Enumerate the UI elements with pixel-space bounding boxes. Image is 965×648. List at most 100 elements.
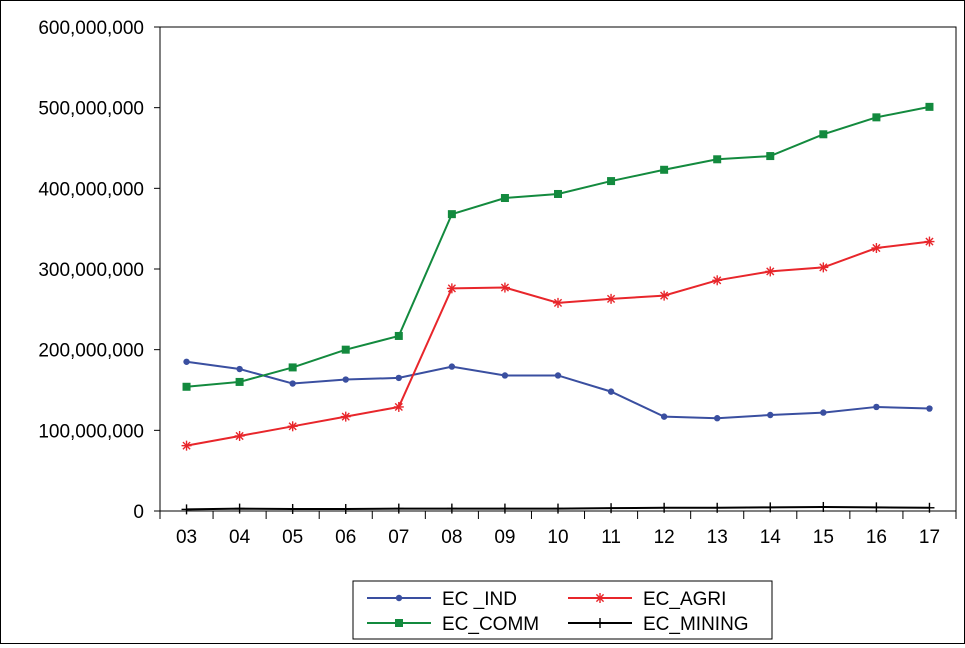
data-point-ec-agri	[181, 440, 192, 451]
x-tick-label: 09	[494, 527, 515, 548]
data-point-ec-ind	[183, 358, 190, 365]
data-point-ec-mining	[181, 504, 192, 515]
data-point-ec-agri	[287, 421, 298, 432]
series-line-ec-comm	[186, 105, 930, 388]
series-ec-agri	[181, 236, 935, 451]
data-point-ec-agri	[765, 266, 776, 277]
data-point-ec-ind	[236, 365, 243, 373]
y-tick-label: 200,000,000	[38, 341, 144, 362]
data-point-ec-agri	[234, 430, 245, 441]
legend-marker	[395, 594, 403, 602]
data-point-ec-comm	[288, 363, 297, 372]
data-point-ec-ind	[926, 405, 933, 412]
data-point-ec-ind	[873, 403, 880, 411]
legend-item: EC _IND	[367, 589, 517, 610]
data-point-ec-comm	[713, 155, 722, 164]
data-point-ec-comm	[447, 210, 456, 219]
data-point-ec-comm	[766, 152, 775, 161]
data-point-ec-agri	[393, 401, 404, 412]
data-point-ec-ind	[820, 409, 827, 416]
data-point-ec-mining	[553, 503, 563, 514]
data-point-ec-mining	[393, 503, 404, 514]
data-point-ec-ind	[660, 413, 668, 420]
data-point-ec-mining	[606, 503, 617, 514]
data-point-ec-agri	[924, 236, 935, 247]
data-point-ec-mining	[871, 502, 882, 513]
data-point-ec-mining	[287, 503, 298, 514]
x-tick-label: 04	[229, 527, 251, 548]
data-point-ec-agri	[659, 290, 670, 301]
x-tick-label: 11	[601, 527, 621, 548]
data-point-ec-mining	[765, 502, 776, 513]
data-point-ec-comm	[235, 377, 244, 386]
legend-marker	[595, 593, 605, 603]
legend-item: EC_COMM	[367, 614, 539, 635]
data-point-ec-ind	[767, 411, 774, 419]
data-point-ec-mining	[818, 501, 829, 512]
data-point-ec-comm	[182, 382, 191, 391]
data-point-ec-agri	[340, 411, 351, 422]
data-point-ec-comm	[819, 130, 828, 139]
data-point-ec-mining	[446, 503, 457, 514]
data-point-ec-mining	[924, 502, 935, 513]
series-line-ec-agri	[186, 240, 930, 447]
y-tick-label: 300,000,000	[38, 260, 144, 281]
legend-marker	[595, 618, 605, 628]
x-tick-label: 07	[388, 527, 409, 548]
data-point-ec-ind	[289, 380, 296, 387]
y-tick-label: 0	[133, 502, 144, 523]
data-point-ec-comm	[554, 189, 562, 198]
data-point-ec-comm	[872, 113, 881, 122]
legend-label: EC_AGRI	[643, 589, 726, 610]
data-point-ec-comm	[925, 102, 934, 111]
data-point-ec-mining	[499, 503, 510, 514]
x-tick-label: 14	[760, 527, 782, 548]
data-point-ec-agri	[499, 282, 510, 293]
series-line-ec-ind	[186, 360, 930, 420]
data-point-ec-comm	[607, 177, 616, 186]
data-point-ec-ind	[554, 372, 562, 379]
x-tick-label: 08	[441, 527, 462, 548]
data-point-ec-agri	[871, 243, 882, 254]
data-point-ec-ind	[342, 376, 349, 383]
data-point-ec-ind	[714, 415, 721, 422]
data-point-ec-comm	[500, 194, 509, 203]
y-tick-label: 500,000,000	[38, 99, 144, 120]
x-tick-label: 03	[176, 527, 197, 548]
legend-label: EC_COMM	[442, 614, 539, 635]
data-point-ec-mining	[659, 502, 670, 513]
legend-label: EC_MINING	[643, 614, 749, 635]
series-ec-ind	[183, 358, 933, 422]
y-tick-label: 400,000,000	[38, 179, 144, 200]
data-point-ec-comm	[341, 345, 350, 354]
data-point-ec-mining	[234, 503, 245, 514]
data-point-ec-agri	[553, 297, 563, 308]
data-point-ec-agri	[606, 293, 617, 304]
data-point-ec-ind	[501, 372, 509, 379]
x-tick-label: 17	[919, 527, 940, 548]
legend: EC _IND EC_AGRI EC_COMM EC_MINING	[352, 580, 773, 640]
data-point-ec-ind	[448, 363, 456, 370]
x-tick-label: 06	[335, 527, 356, 548]
data-point-ec-ind	[607, 388, 615, 395]
data-point-ec-comm	[394, 331, 403, 340]
legend-label: EC _IND	[442, 589, 517, 610]
data-point-ec-mining	[712, 502, 723, 513]
data-point-ec-mining	[340, 503, 351, 514]
data-point-ec-ind	[395, 374, 402, 382]
data-point-ec-agri	[818, 262, 829, 273]
x-tick-label: 12	[654, 527, 675, 548]
y-tick-label: 600,000,000	[38, 18, 144, 39]
plot-area	[159, 26, 957, 512]
series-ec-comm	[182, 102, 934, 391]
data-point-ec-comm	[660, 165, 669, 174]
x-tick-label: 15	[813, 527, 834, 548]
series-ec-mining	[181, 501, 935, 515]
data-point-ec-agri	[712, 275, 723, 286]
x-tick-label: 05	[282, 527, 303, 548]
legend-marker	[395, 619, 403, 627]
x-tick-label: 13	[707, 527, 728, 548]
x-tick-label: 10	[547, 527, 568, 548]
